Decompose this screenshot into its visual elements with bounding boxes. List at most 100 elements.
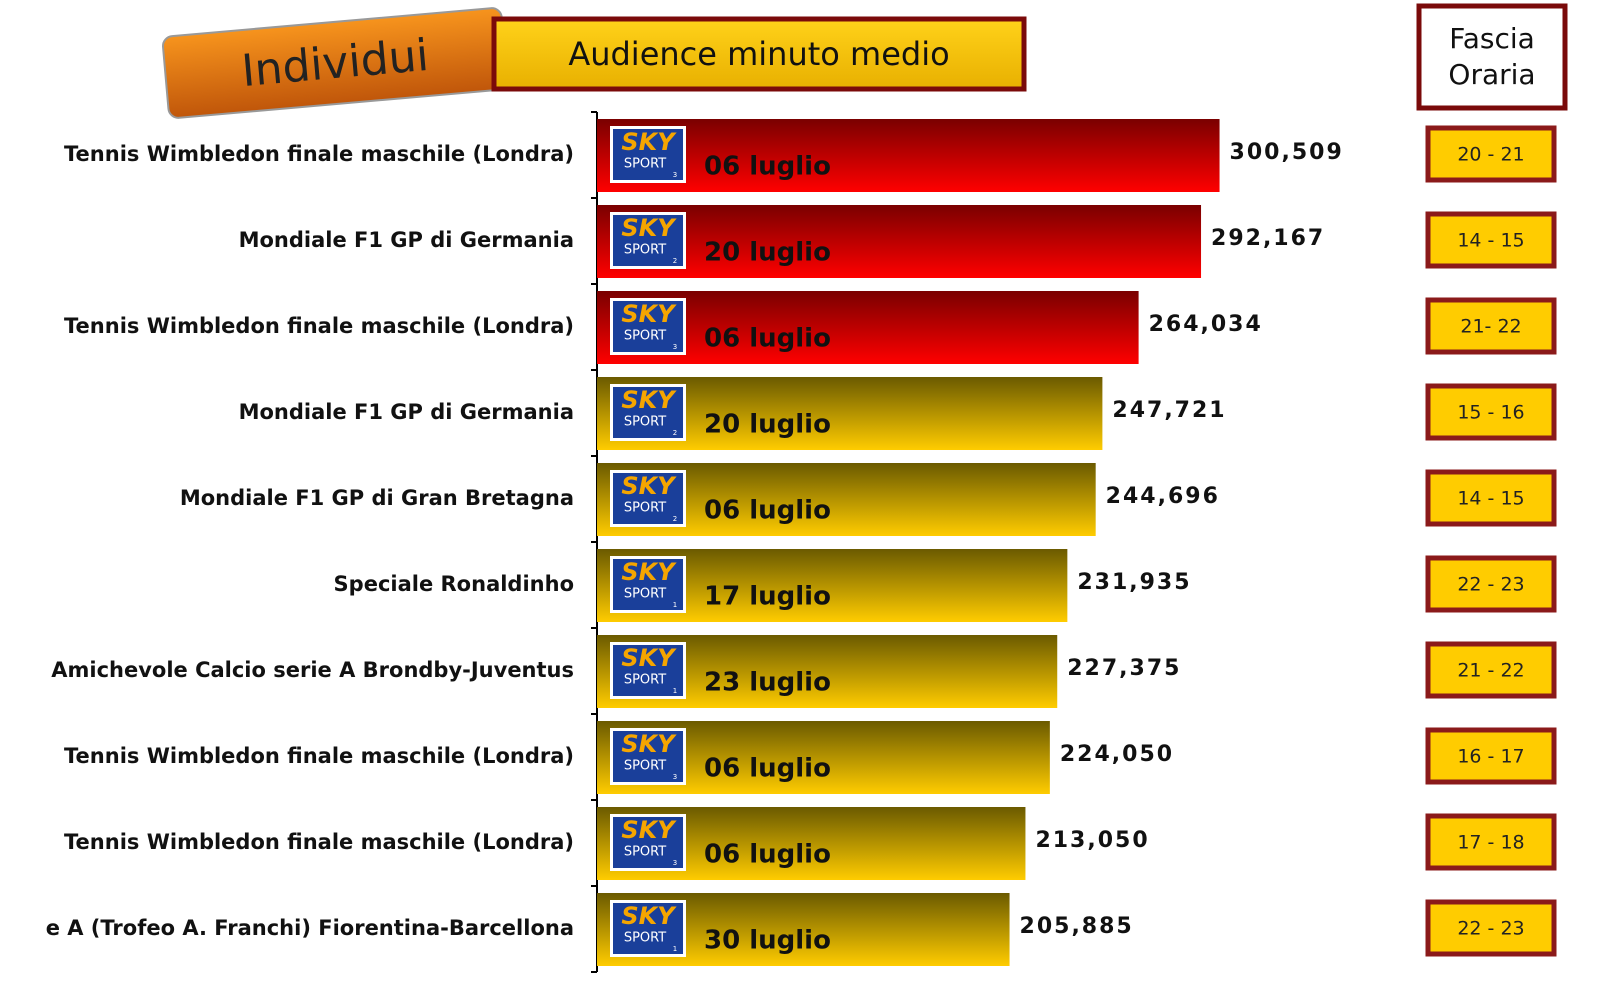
logo-brand: SKY bbox=[621, 128, 677, 156]
logo-sport: SPORT bbox=[624, 673, 666, 688]
time-slot: 16 - 17 bbox=[1457, 746, 1524, 768]
time-slot-box bbox=[1425, 899, 1557, 957]
title-box bbox=[491, 16, 1027, 92]
time-slot: 14 - 15 bbox=[1457, 488, 1524, 510]
value-label: 247,721 bbox=[1112, 398, 1226, 423]
logo-bg bbox=[613, 903, 683, 954]
value-label: 244,696 bbox=[1106, 484, 1220, 509]
logo-bg bbox=[613, 129, 683, 180]
side-header: Fascia Oraria bbox=[1448, 22, 1536, 91]
value-label: 292,167 bbox=[1211, 226, 1325, 251]
logo-sport: SPORT bbox=[624, 415, 666, 430]
date-label: 20 luglio bbox=[704, 410, 831, 440]
value-label: 231,935 bbox=[1077, 570, 1191, 595]
logo-channel: 3 bbox=[673, 171, 677, 179]
date-label: 06 luglio bbox=[704, 840, 831, 870]
logo-bg bbox=[613, 559, 683, 610]
date-label: 06 luglio bbox=[704, 754, 831, 784]
logo-sport: SPORT bbox=[624, 501, 666, 516]
logo-sport: SPORT bbox=[624, 587, 666, 602]
time-slot: 21- 22 bbox=[1460, 316, 1521, 338]
time-slot-box bbox=[1425, 125, 1557, 183]
category-label: Mondiale F1 GP di Germania bbox=[239, 400, 574, 424]
value-label: 224,050 bbox=[1060, 742, 1174, 767]
logo-sport: SPORT bbox=[624, 243, 666, 258]
value-label: 227,375 bbox=[1067, 656, 1181, 681]
logo-brand: SKY bbox=[621, 558, 677, 586]
logo-sport: SPORT bbox=[624, 931, 666, 946]
time-slot: 20 - 21 bbox=[1457, 144, 1524, 166]
logo-sport: SPORT bbox=[624, 157, 666, 172]
value-label: 300,509 bbox=[1230, 140, 1344, 165]
category-label: Tennis Wimbledon finale maschile (Londra… bbox=[64, 314, 574, 338]
logo-channel: 3 bbox=[673, 773, 677, 781]
value-label: 205,885 bbox=[1020, 914, 1134, 939]
side-header-box bbox=[1416, 3, 1568, 111]
logo-sport: SPORT bbox=[624, 329, 666, 344]
time-slot-box bbox=[1425, 727, 1557, 785]
category-label: Mondiale F1 GP di Gran Bretagna bbox=[180, 486, 574, 510]
date-label: 30 luglio bbox=[704, 926, 831, 956]
time-slot-box bbox=[1425, 211, 1557, 269]
logo-bg bbox=[613, 645, 683, 696]
logo-brand: SKY bbox=[621, 902, 677, 930]
value-label: 213,050 bbox=[1035, 828, 1149, 853]
logo-channel: 2 bbox=[673, 515, 677, 523]
time-slot-box bbox=[1425, 813, 1557, 871]
logo-sport: SPORT bbox=[624, 759, 666, 774]
date-label: 20 luglio bbox=[704, 238, 831, 268]
bar bbox=[597, 119, 1220, 192]
side-header-text: Fascia Oraria bbox=[1448, 22, 1536, 91]
logo-bg bbox=[613, 301, 683, 352]
time-slot: 21 - 22 bbox=[1457, 660, 1524, 682]
logo-brand: SKY bbox=[621, 644, 677, 672]
category-label: Amichevole Calcio serie A Brondby-Juvent… bbox=[51, 658, 574, 682]
date-label: 06 luglio bbox=[704, 324, 831, 354]
logo-bg bbox=[613, 473, 683, 524]
time-slot-box bbox=[1425, 297, 1557, 355]
time-slot: 14 - 15 bbox=[1457, 230, 1524, 252]
date-label: 23 luglio bbox=[704, 668, 831, 698]
logo-brand: SKY bbox=[621, 472, 677, 500]
category-label: Speciale Ronaldinho bbox=[334, 572, 574, 596]
category-label: e A (Trofeo A. Franchi) Fiorentina-Barce… bbox=[46, 916, 574, 940]
time-slot: 15 - 16 bbox=[1457, 402, 1524, 424]
date-label: 17 luglio bbox=[704, 582, 831, 612]
category-label: Tennis Wimbledon finale maschile (Londra… bbox=[64, 142, 574, 166]
logo-bg bbox=[613, 215, 683, 266]
logo-brand: SKY bbox=[621, 214, 677, 242]
logo-channel: 3 bbox=[673, 859, 677, 867]
logo-brand: SKY bbox=[621, 730, 677, 758]
badge: Individui bbox=[161, 7, 509, 119]
logo-sport: SPORT bbox=[624, 845, 666, 860]
logo-bg bbox=[613, 817, 683, 868]
time-slot-box bbox=[1425, 469, 1557, 527]
logo-brand: SKY bbox=[621, 386, 677, 414]
logo-channel: 2 bbox=[673, 429, 677, 437]
category-label: Tennis Wimbledon finale maschile (Londra… bbox=[64, 744, 574, 768]
logo-channel: 2 bbox=[673, 257, 677, 265]
time-slot-box bbox=[1425, 555, 1557, 613]
logo-channel: 1 bbox=[673, 601, 677, 609]
logo-bg bbox=[613, 731, 683, 782]
logo-brand: SKY bbox=[621, 300, 677, 328]
logo-channel: 3 bbox=[673, 343, 677, 351]
logo-bg bbox=[613, 387, 683, 438]
time-slot-box bbox=[1425, 641, 1557, 699]
time-slot: 22 - 23 bbox=[1457, 918, 1524, 940]
time-slot: 17 - 18 bbox=[1457, 832, 1524, 854]
logo-channel: 1 bbox=[673, 945, 677, 953]
date-label: 06 luglio bbox=[704, 496, 831, 526]
logo-brand: SKY bbox=[621, 816, 677, 844]
time-slot: 22 - 23 bbox=[1457, 574, 1524, 596]
category-label: Mondiale F1 GP di Germania bbox=[239, 228, 574, 252]
bar bbox=[597, 205, 1202, 278]
chart-title: Audience minuto medio bbox=[568, 35, 949, 73]
category-label: Tennis Wimbledon finale maschile (Londra… bbox=[64, 830, 574, 854]
date-label: 06 luglio bbox=[704, 152, 831, 182]
logo-channel: 1 bbox=[673, 687, 677, 695]
value-label: 264,034 bbox=[1149, 312, 1263, 337]
time-slot-box bbox=[1425, 383, 1557, 441]
bar bbox=[597, 291, 1139, 364]
